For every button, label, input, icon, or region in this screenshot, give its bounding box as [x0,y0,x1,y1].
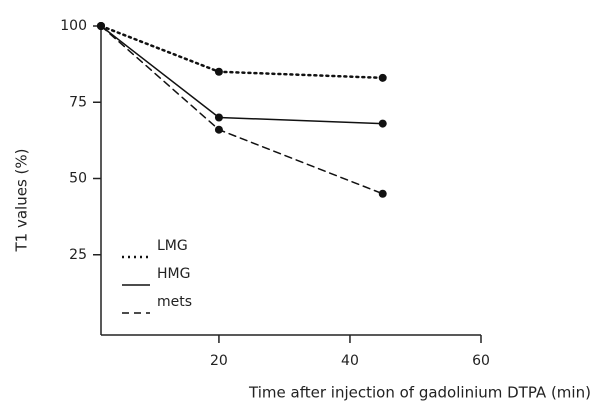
data-point [214,67,223,76]
legend-label: mets [157,294,192,310]
series-line [100,25,384,125]
data-point [214,113,223,122]
legend-label: HMG [157,266,190,282]
y-tick-label: 100 [60,18,87,34]
y-tick-label: 75 [69,94,87,110]
data-point [378,119,387,128]
data-point [97,22,105,30]
x-tick-label: 60 [472,353,490,369]
y-tick-label: 50 [69,171,87,187]
data-point [378,189,387,198]
x-tick-label: 20 [210,353,228,369]
series-line [99,24,384,80]
y-tick-label: 25 [69,247,87,263]
y-axis-label: T1 values (%) [13,149,31,253]
series-line [100,25,384,195]
data-point [378,73,387,82]
data-point [214,125,223,134]
x-tick-label: 40 [341,353,359,369]
x-axis-label: Time after injection of gadolinium DTPA … [248,384,591,402]
legend-label: LMG [157,238,188,254]
